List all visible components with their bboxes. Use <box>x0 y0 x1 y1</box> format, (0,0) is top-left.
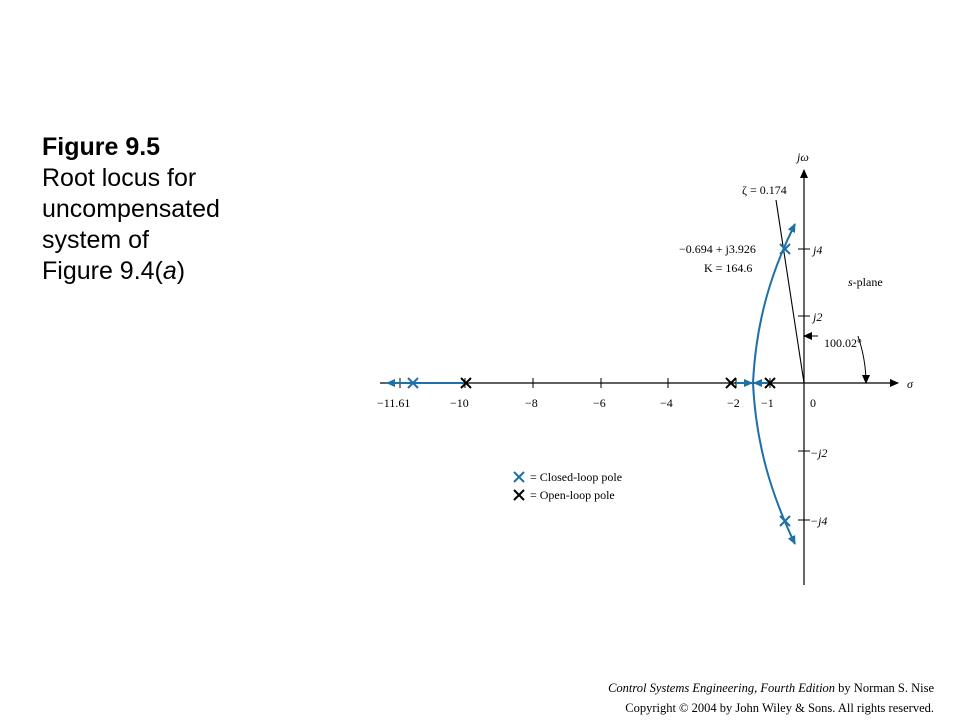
tick-label-m6: −6 <box>593 396 606 410</box>
closed-loop-pole-upper <box>779 243 791 255</box>
source-credit: Control Systems Engineering, Fourth Edit… <box>608 678 934 718</box>
tick-label-mj2: −j2 <box>810 446 827 460</box>
operating-point-label: −0.694 + j3.926 <box>679 242 756 256</box>
caption-line-3: system of <box>42 226 149 254</box>
tick-label-mj4: −j4 <box>810 514 827 528</box>
angle-indicator <box>803 332 870 384</box>
open-loop-pole-m10 <box>460 377 472 389</box>
tick-label-0: 0 <box>810 396 816 410</box>
angle-label: 100.02° <box>824 336 862 350</box>
open-loop-pole-m2 <box>725 377 737 389</box>
closed-loop-pole-m11-61 <box>407 377 419 389</box>
zeta-line <box>775 199 805 384</box>
imag-axis-label: jω <box>795 150 809 164</box>
legend-closed-loop-marker <box>513 471 525 483</box>
tick-label-m11-61: −11.61 <box>377 396 410 410</box>
s-plane-label: s-plane <box>848 275 883 289</box>
tick-label-j2: j2 <box>811 310 822 324</box>
tick-label-m10: −10 <box>450 396 469 410</box>
closed-loop-poles <box>407 243 791 527</box>
credit-line-1: Control Systems Engineering, Fourth Edit… <box>608 681 934 695</box>
figure-caption: Figure 9.5 Root locus for uncompensated … <box>42 132 342 287</box>
tick-label-m2: −2 <box>727 396 740 410</box>
caption-line-4: Figure 9.4(a) <box>42 257 186 285</box>
tick-label-m4: −4 <box>660 396 673 410</box>
tick-label-m8: −8 <box>525 396 538 410</box>
gain-label: K = 164.6 <box>704 261 752 275</box>
real-axis-label: σ <box>907 377 914 391</box>
tick-label-m1: −1 <box>761 396 774 410</box>
open-loop-poles <box>460 377 776 389</box>
imag-axis-ticks <box>798 248 810 521</box>
caption-line-2: uncompensated <box>42 195 220 223</box>
legend-open-loop-label: = Open-loop pole <box>530 488 615 502</box>
caption-line-1: Root locus for <box>42 164 197 192</box>
legend-open-loop-marker <box>513 489 525 501</box>
legend: = Closed-loop pole = Open-loop pole <box>513 470 622 502</box>
open-loop-pole-m1 <box>764 377 776 389</box>
zeta-label: ζ = 0.174 <box>742 183 787 197</box>
credit-line-2: Copyright © 2004 by John Wiley & Sons. A… <box>625 701 934 715</box>
legend-closed-loop-label: = Closed-loop pole <box>530 470 622 484</box>
figure-number: Figure 9.5 <box>42 133 161 161</box>
tick-label-j4: j4 <box>811 243 822 257</box>
closed-loop-pole-lower <box>779 515 791 527</box>
root-locus-branches <box>386 223 796 545</box>
